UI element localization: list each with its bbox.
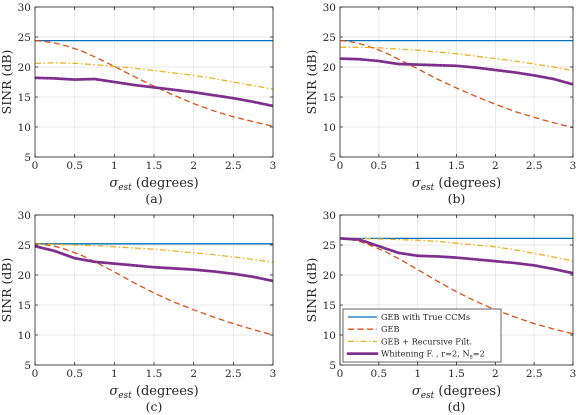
legend-entry-label: GEB [381,324,400,334]
series-line-geb [35,39,273,128]
y-tick-label: 30 [18,210,31,222]
y-tick-label: 25 [323,32,336,44]
panel-label: (a) [145,191,162,206]
x-tick-label: 3 [570,160,577,172]
y-tick-label: 25 [18,240,31,252]
y-tick-label: 15 [323,300,336,312]
series-line-whitening-f-r-2-n-s-2 [35,244,273,283]
y-tick-label: 15 [323,92,336,104]
y-tick-label: 15 [18,300,31,312]
y-tick-label: 15 [18,92,31,104]
y-tick-label: 20 [18,62,31,74]
series-line-whitening-f-r-2-n-s-2 [340,57,573,86]
x-axis-label: σest (degrees) [412,176,501,193]
legend-entry-label: Whitening F. , r=2, Ns=2 [381,349,485,361]
x-tick-label: 1.5 [448,160,465,172]
x-tick-label: 0.5 [370,160,387,172]
x-tick-label: 2 [190,368,197,380]
x-tick-label: 1 [414,368,421,380]
series-line-whitening-f-r-2-n-s-2 [340,236,573,275]
y-tick-label: 5 [329,152,336,164]
series-line-geb [340,237,573,335]
x-axis-label: σest (degrees) [109,176,198,193]
legend-entry-label: GEB + Recursive Filt. [381,336,472,346]
legend: GEB with True CCMs GEB GEB + Recursive Fil… [342,308,502,363]
x-tick-label: 2 [492,160,499,172]
x-tick-label: 0.5 [66,160,83,172]
y-tick-label: 30 [18,2,31,14]
y-tick-label: 10 [18,122,31,134]
y-axis-label: SINR (dB) [0,50,14,115]
x-tick-label: 3 [270,368,277,380]
x-tick-label: 1 [414,160,421,172]
x-tick-label: 3 [270,160,277,172]
x-tick-label: 0 [337,368,344,380]
y-tick-label: 5 [24,360,31,372]
x-tick-label: 0 [337,160,344,172]
series-line-geb-recursive-filt- [340,46,573,72]
y-tick-label: 30 [323,210,336,222]
x-tick-label: 2 [190,160,197,172]
series-line-geb-recursive-filt- [35,243,273,264]
series-line-geb [35,243,273,336]
y-tick-label: 20 [323,62,336,74]
x-tick-label: 1.5 [146,160,163,172]
panel-label: (d) [448,399,466,414]
y-tick-label: 5 [329,360,336,372]
y-axis-label: SINR (dB) [304,50,319,115]
series-line-geb [340,39,573,129]
x-tick-label: 1 [111,160,118,172]
y-tick-label: 10 [323,330,336,342]
y-tick-label: 5 [24,152,31,164]
chart-panel-3: 0 0.5 1 1.5 2 2.5 3 5 10 15 20 25 30 SINR (dB) σest (d… [0,210,276,414]
y-tick-label: 30 [323,2,336,14]
x-tick-label: 1.5 [448,368,465,380]
y-axis-label: SINR (dB) [0,258,14,323]
series-line-geb-recursive-filt- [35,62,273,90]
legend-entry-label: GEB with True CCMs [381,312,470,322]
x-tick-label: 0.5 [66,368,83,380]
y-tick-label: 10 [18,330,31,342]
x-tick-label: 2.5 [225,368,242,380]
y-tick-label: 25 [323,240,336,252]
y-tick-label: 25 [18,32,31,44]
x-tick-label: 3 [570,368,577,380]
y-tick-label: 20 [323,270,336,282]
panel-label: (c) [146,399,163,414]
x-tick-label: 0 [32,368,39,380]
x-tick-label: 1.5 [146,368,163,380]
chart-panel-1: 0 0.5 1 1.5 2 2.5 3 5 10 15 20 25 30 SINR (dB) σest (d… [0,2,276,206]
x-axis-label: σest (degrees) [412,384,501,401]
y-tick-label: 10 [323,122,336,134]
x-tick-label: 2 [492,368,499,380]
x-tick-label: 0 [32,160,39,172]
y-axis-label: SINR (dB) [304,258,319,323]
x-tick-label: 2.5 [225,160,242,172]
x-tick-label: 1 [111,368,118,380]
chart-panel-2: 0 0.5 1 1.5 2 2.5 3 5 10 15 20 25 30 SINR (dB) σest (d… [304,2,576,206]
x-tick-label: 0.5 [370,368,387,380]
y-tick-label: 20 [18,270,31,282]
x-axis-label: σest (degrees) [109,384,198,401]
x-tick-label: 2.5 [526,368,543,380]
panel-label: (b) [448,191,466,206]
series-line-whitening-f-r-2-n-s-2 [35,76,273,108]
x-tick-label: 2.5 [526,160,543,172]
series-line-geb-recursive-filt- [340,237,573,262]
